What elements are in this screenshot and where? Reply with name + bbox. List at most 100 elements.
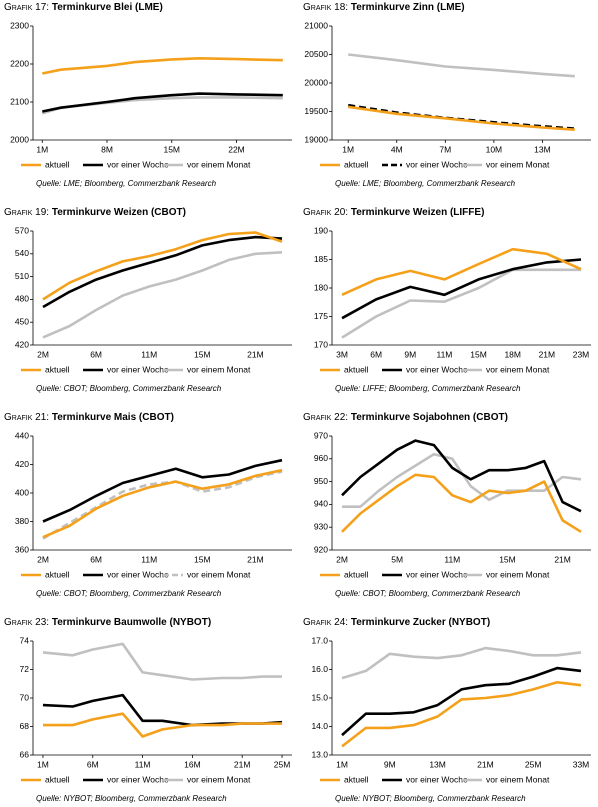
x-tick-label: 11M — [135, 759, 151, 769]
y-tick-label: 17.0 — [311, 635, 328, 645]
y-tick-label: 72 — [20, 664, 30, 674]
series-line — [42, 57, 283, 75]
legend-label: aktuell — [344, 159, 369, 169]
x-tick-label: 2M — [37, 349, 49, 359]
legend-label: aktuell — [344, 364, 369, 374]
series-line — [341, 439, 582, 513]
chart-header: Grafik 19: Terminkurve Weizen (CBOT) — [4, 207, 186, 218]
chart-label: Grafik 23: — [4, 617, 49, 628]
series-line — [348, 105, 575, 131]
x-tick-label: 7M — [439, 144, 451, 154]
legend-label: vor einem Monat — [187, 774, 251, 784]
y-tick-label: 2300 — [10, 20, 29, 30]
chart-label: Grafik 21: — [4, 412, 49, 423]
x-tick-label: 21M — [539, 349, 556, 359]
y-tick-label: 510 — [15, 271, 29, 281]
series-line — [341, 473, 582, 533]
x-tick-label: 6M — [90, 554, 102, 564]
y-tick-label: 570 — [15, 225, 29, 235]
chart-label: Grafik 24: — [303, 617, 348, 628]
chart-header: Grafik 17: Terminkurve Blei (LME) — [4, 2, 163, 13]
y-tick-label: 190 — [314, 225, 328, 235]
legend-label: aktuell — [45, 364, 70, 374]
y-tick-label: 2100 — [10, 96, 29, 106]
legend-label: vor einer Woche — [406, 159, 468, 169]
chart-source: Quelle: CBOT; Bloomberg, Commerzbank Res… — [335, 589, 521, 598]
y-tick-label: 14.0 — [311, 721, 328, 731]
y-tick-label: 20500 — [304, 49, 328, 59]
y-tick-label: 185 — [314, 254, 328, 264]
chart-title: Terminkurve Zinn (LME) — [351, 2, 465, 13]
y-tick-label: 19500 — [304, 106, 328, 116]
x-tick-label: 15M — [470, 349, 487, 359]
x-tick-label: 15M — [163, 144, 180, 154]
series-line — [42, 231, 283, 301]
legend-label: vor einem Monat — [187, 364, 251, 374]
y-tick-label: 440 — [15, 430, 29, 440]
chart-panel: Grafik 22: Terminkurve Sojabohnen (CBOT)… — [303, 412, 591, 598]
series-line — [43, 712, 282, 738]
legend-label: vor einer Woche — [107, 159, 169, 169]
chart-label: Grafik 17: — [4, 2, 49, 13]
series-line — [42, 693, 283, 727]
chart-source: Quelle: CBOT; Bloomberg, Commerzbank Res… — [36, 384, 222, 393]
series-line — [341, 666, 582, 737]
series-line — [341, 247, 582, 296]
legend-label: vor einer Woche — [107, 364, 169, 374]
chart-header: Grafik 21: Terminkurve Mais (CBOT) — [4, 412, 174, 423]
y-tick-label: 180 — [314, 282, 328, 292]
chart-label: Grafik 22: — [303, 412, 348, 423]
chart-panel: Grafik 23: Terminkurve Baumwolle (NYBOT)… — [4, 617, 292, 803]
y-tick-label: 2200 — [10, 58, 29, 68]
chart-header: Grafik 24: Terminkurve Zucker (NYBOT) — [303, 617, 490, 628]
legend-label: aktuell — [344, 569, 369, 579]
series-line — [42, 468, 283, 539]
chart-header: Grafik 20: Terminkurve Weizen (LIFFE) — [303, 207, 484, 218]
x-tick-label: 9M — [384, 759, 396, 769]
x-tick-label: 13M — [429, 759, 446, 769]
y-tick-label: 380 — [15, 516, 29, 526]
series-line — [42, 470, 283, 540]
legend-label: vor einem Monat — [486, 364, 550, 374]
x-tick-label: 9M — [404, 349, 416, 359]
x-tick-label: 4M — [391, 144, 403, 154]
chart-title: Terminkurve Sojabohnen (CBOT) — [351, 412, 508, 423]
y-tick-label: 540 — [15, 248, 29, 258]
x-tick-label: 16M — [184, 759, 201, 769]
y-tick-label: 175 — [314, 311, 328, 321]
x-tick-label: 11M — [436, 349, 452, 359]
chart-source: Quelle: LME; Bloomberg, Commerzbank Rese… — [335, 179, 516, 188]
legend-label: aktuell — [45, 159, 70, 169]
y-tick-label: 2000 — [10, 134, 29, 144]
legend-label: aktuell — [45, 569, 70, 579]
y-tick-label: 960 — [314, 453, 328, 463]
x-tick-label: 5M — [391, 554, 403, 564]
series-line — [341, 258, 582, 320]
x-tick-label: 21M — [234, 759, 251, 769]
x-tick-label: 1M — [36, 144, 48, 154]
y-tick-label: 19000 — [304, 134, 328, 144]
chart-title: Terminkurve Baumwolle (NYBOT) — [52, 617, 211, 628]
y-tick-label: 16.0 — [311, 664, 328, 674]
x-tick-label: 6M — [90, 349, 102, 359]
chart-source: Quelle: CBOT; Bloomberg, Commerzbank Res… — [36, 589, 222, 598]
y-tick-label: 930 — [314, 521, 328, 531]
x-tick-label: 13M — [534, 144, 551, 154]
x-tick-label: 15M — [499, 554, 516, 564]
x-tick-label: 2M — [336, 554, 348, 564]
chart-source: Quelle: LME; Bloomberg, Commerzbank Rese… — [36, 179, 217, 188]
x-tick-label: 15M — [194, 349, 211, 359]
y-tick-label: 400 — [15, 487, 29, 497]
series-line — [42, 251, 283, 339]
chart-source: Quelle: LIFFE; Bloomberg, Commerzbank Re… — [335, 384, 521, 393]
y-tick-label: 70 — [20, 692, 30, 702]
chart-title: Terminkurve Weizen (CBOT) — [52, 207, 186, 218]
chart-panel: Grafik 20: Terminkurve Weizen (LIFFE) 3M 6… — [303, 207, 591, 393]
y-tick-label: 420 — [15, 339, 29, 349]
series-line — [42, 642, 282, 681]
chart-source: Quelle: NYBOT; Bloomberg, Commerzbank Re… — [36, 794, 227, 803]
chart-header: Grafik 22: Terminkurve Sojabohnen (CBOT) — [303, 412, 508, 423]
legend-label: vor einem Monat — [187, 569, 251, 579]
legend-label: vor einer Woche — [406, 569, 468, 579]
